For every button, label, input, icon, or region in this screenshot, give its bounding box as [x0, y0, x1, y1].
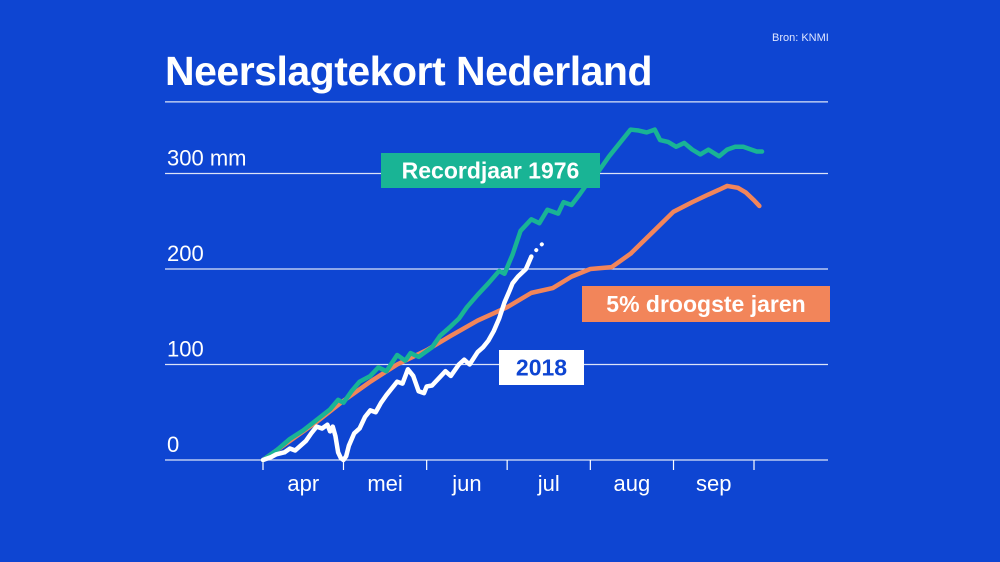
- label-droogste-jaren-text: 5% droogste jaren: [606, 291, 805, 317]
- y-axis-labels: 0 100 200 300 mm: [167, 146, 246, 458]
- label-recordjaar-1976: Recordjaar 1976: [381, 153, 600, 188]
- x-tick-label: mei: [367, 471, 402, 496]
- series-line-1976: [260, 127, 765, 463]
- y-tick-label: 100: [167, 337, 204, 362]
- x-axis-labels: apr mei jun jul aug sep: [287, 471, 731, 496]
- series-lines: [260, 127, 765, 463]
- series-line-dry-years: [260, 183, 762, 463]
- series-line-2018-projection: [529, 240, 547, 259]
- label-2018-text: 2018: [516, 355, 567, 381]
- y-tick-label: 200: [167, 241, 204, 266]
- x-tick-label: apr: [287, 471, 319, 496]
- label-recordjaar-1976-text: Recordjaar 1976: [402, 158, 580, 184]
- label-droogste-jaren-box: [582, 286, 830, 322]
- source-note: Bron: KNMI: [772, 32, 829, 44]
- x-tick-label: sep: [696, 471, 731, 496]
- label-recordjaar-1976-box: [381, 153, 600, 188]
- y-tick-label: 300 mm: [167, 146, 246, 171]
- series-labels: Recordjaar 1976 5% droogste jaren 2018: [381, 153, 830, 385]
- x-tick-label: jun: [451, 471, 481, 496]
- x-tick-label: aug: [614, 471, 651, 496]
- series-line-2018: [260, 254, 534, 463]
- x-axis-ticks: [262, 460, 755, 470]
- x-tick-label: jul: [537, 471, 560, 496]
- y-tick-label: 0: [167, 432, 179, 457]
- label-2018: 2018: [499, 350, 584, 385]
- label-droogste-jaren: 5% droogste jaren: [582, 286, 830, 322]
- gridlines: [165, 101, 828, 461]
- label-2018-box: [499, 350, 584, 385]
- chart-title: Neerslagtekort Nederland: [165, 48, 653, 94]
